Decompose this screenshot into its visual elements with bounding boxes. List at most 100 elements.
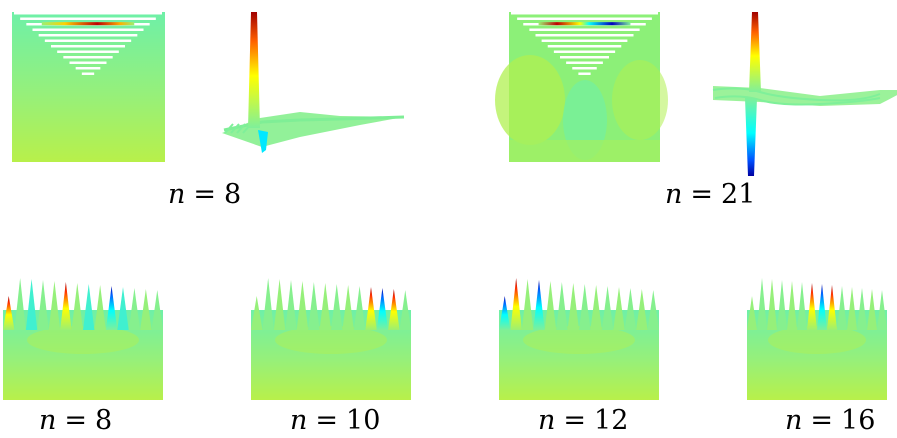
spike bbox=[3, 296, 15, 330]
spike bbox=[296, 281, 309, 330]
spike bbox=[624, 288, 637, 330]
caption-op: = bbox=[810, 405, 834, 436]
top-left-surface-plot bbox=[222, 12, 405, 153]
spike bbox=[837, 286, 847, 330]
bottom-plot-1 bbox=[3, 278, 163, 400]
field-blob bbox=[768, 326, 866, 354]
caption-op: = bbox=[315, 405, 339, 436]
stripe bbox=[511, 12, 658, 15]
caption-op: = bbox=[193, 179, 217, 210]
spike bbox=[308, 282, 320, 330]
spike bbox=[647, 290, 659, 330]
spike bbox=[636, 289, 648, 330]
caption-num: 16 bbox=[841, 405, 876, 436]
spike bbox=[499, 296, 511, 330]
stripe bbox=[14, 12, 162, 15]
spike bbox=[857, 288, 867, 330]
spike bbox=[342, 285, 354, 330]
caption-var: n bbox=[538, 405, 556, 436]
stripe bbox=[578, 72, 591, 75]
stripe bbox=[529, 28, 640, 31]
spike bbox=[817, 284, 827, 330]
top-right-field-plot bbox=[495, 12, 668, 162]
stripe bbox=[566, 61, 603, 64]
spike bbox=[37, 280, 49, 330]
caption-var: n bbox=[785, 405, 803, 436]
spike bbox=[827, 285, 837, 330]
spike bbox=[847, 287, 857, 330]
spike bbox=[60, 282, 72, 330]
caption-bottom-1: n = 8 bbox=[39, 407, 112, 434]
spike bbox=[787, 281, 797, 330]
top-right-stripes bbox=[511, 12, 658, 75]
spike bbox=[767, 279, 777, 330]
caption-top-right: n = 21 bbox=[665, 181, 755, 208]
spike bbox=[365, 287, 377, 330]
spike bbox=[151, 290, 163, 330]
spike bbox=[399, 290, 411, 330]
spike bbox=[140, 289, 152, 330]
stripe bbox=[38, 34, 138, 37]
stripe bbox=[75, 67, 101, 70]
bottom-plot-2 bbox=[251, 278, 411, 400]
spike bbox=[521, 279, 534, 330]
caption-num: 8 bbox=[95, 405, 113, 436]
top-right-surface-plot bbox=[712, 12, 897, 176]
caption-op: = bbox=[563, 405, 587, 436]
spike bbox=[48, 281, 61, 330]
spike bbox=[71, 283, 83, 330]
spike bbox=[388, 289, 400, 330]
stripe bbox=[81, 72, 95, 75]
stripe bbox=[44, 39, 132, 42]
spike bbox=[579, 284, 591, 330]
spike bbox=[556, 282, 568, 330]
spike bbox=[533, 280, 545, 330]
spike bbox=[94, 285, 106, 330]
spike bbox=[867, 289, 877, 330]
bottom-plot-4 bbox=[747, 278, 887, 400]
caption-var: n bbox=[665, 179, 683, 210]
stripe bbox=[51, 45, 125, 48]
spike bbox=[251, 296, 263, 330]
stripe bbox=[20, 17, 156, 20]
spike bbox=[14, 278, 26, 330]
stripe bbox=[541, 39, 628, 42]
stripe bbox=[32, 28, 144, 31]
bottom-plot-3 bbox=[499, 278, 659, 400]
stripe bbox=[547, 45, 622, 48]
caption-num: 8 bbox=[224, 179, 242, 210]
stripe bbox=[572, 67, 597, 70]
stripe bbox=[517, 17, 652, 20]
caption-num: 21 bbox=[721, 179, 756, 210]
highlight-bar bbox=[538, 22, 631, 26]
spike bbox=[331, 284, 343, 330]
field-blob bbox=[275, 326, 387, 354]
spike bbox=[807, 283, 817, 330]
stripe bbox=[553, 50, 616, 53]
caption-op: = bbox=[64, 405, 88, 436]
spike bbox=[777, 280, 787, 330]
caption-top-left: n = 8 bbox=[168, 181, 241, 208]
spike bbox=[262, 278, 274, 330]
stripe bbox=[69, 61, 107, 64]
spike bbox=[319, 283, 331, 330]
caption-bottom-2: n = 10 bbox=[290, 407, 380, 434]
spike bbox=[83, 284, 95, 330]
spike bbox=[285, 280, 297, 330]
spike bbox=[544, 281, 557, 330]
spike bbox=[797, 282, 807, 330]
caption-num: 10 bbox=[346, 405, 381, 436]
caption-bottom-4: n = 16 bbox=[785, 407, 875, 434]
caption-op: = bbox=[690, 179, 714, 210]
highlight-bar bbox=[41, 22, 135, 26]
top-left-stripes bbox=[14, 12, 162, 75]
caption-var: n bbox=[39, 405, 57, 436]
spike bbox=[128, 288, 141, 330]
spike bbox=[613, 287, 625, 330]
caption-var: n bbox=[168, 179, 186, 210]
field-blob bbox=[27, 326, 139, 354]
stripe bbox=[63, 56, 113, 59]
spike bbox=[376, 288, 389, 330]
spike bbox=[510, 278, 522, 330]
